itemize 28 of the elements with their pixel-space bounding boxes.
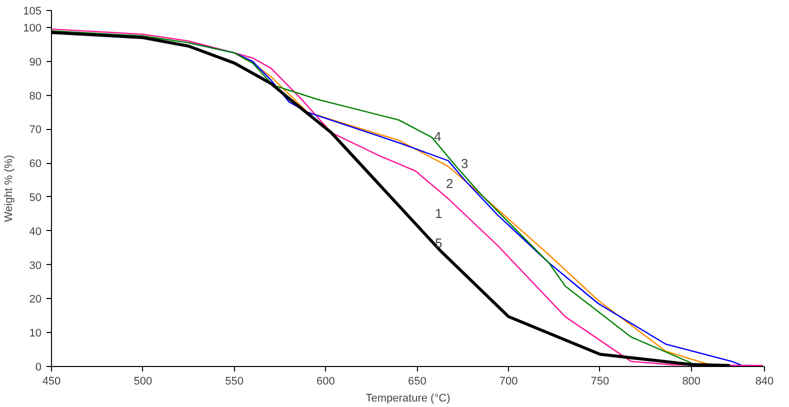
- y-tick-label: 0: [35, 362, 42, 374]
- x-tick-label: 840: [755, 376, 774, 388]
- x-tick-label: 800: [682, 376, 701, 388]
- series-label: 5: [434, 235, 442, 250]
- x-tick-label: 700: [499, 376, 518, 388]
- series-label: 1: [434, 206, 442, 222]
- x-tick-label: 500: [134, 376, 152, 388]
- x-tick-label: 650: [408, 376, 426, 388]
- x-tick-label: 550: [225, 376, 244, 388]
- series-label: 3: [460, 156, 468, 171]
- y-tick-label: 70: [29, 124, 42, 136]
- y-tick-label: 40: [29, 226, 42, 238]
- x-tick-label: 450: [42, 376, 61, 388]
- x-tick-label: 750: [590, 376, 610, 388]
- y-tick-label: 20: [29, 294, 42, 306]
- series-label: 4: [434, 129, 442, 144]
- y-axis-title: Weight % (%): [3, 154, 16, 222]
- y-tick-label: 30: [29, 260, 42, 272]
- y-tick-label: 100: [23, 22, 42, 34]
- y-tick-label: 90: [29, 56, 42, 68]
- x-tick-label: 600: [316, 376, 335, 388]
- y-tick-label: 10: [29, 328, 42, 340]
- y-tick-label: 60: [29, 158, 42, 170]
- series-label: 2: [446, 176, 454, 192]
- x-axis-title: Temperature (°C): [366, 392, 450, 404]
- y-tick-label: 80: [29, 90, 42, 102]
- y-tick-label: 105: [23, 6, 42, 18]
- y-tick-label: 50: [29, 192, 42, 204]
